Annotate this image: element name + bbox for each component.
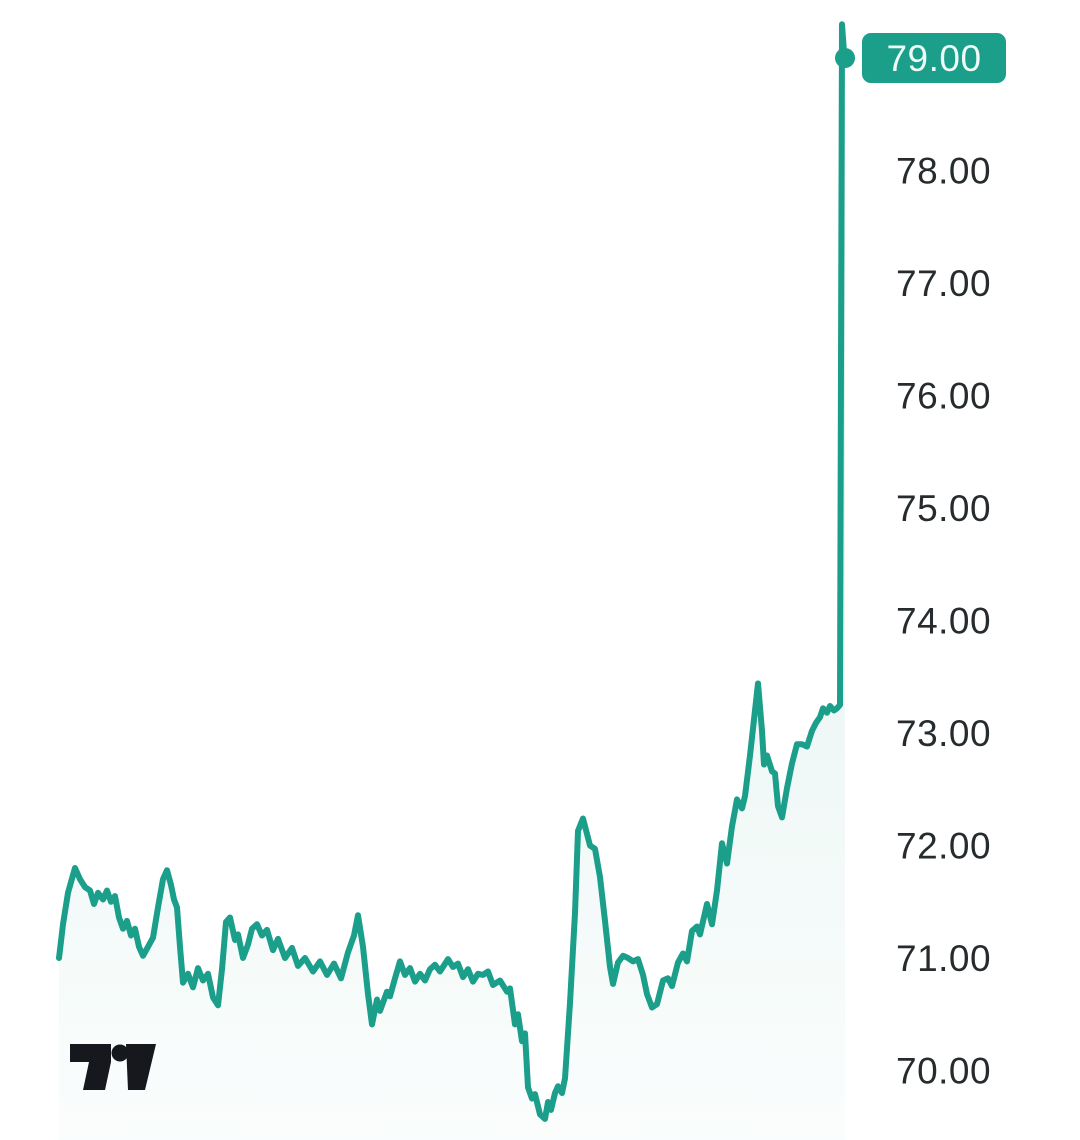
last-price-badge-label: 79.00 <box>886 38 981 79</box>
y-axis-price-scale[interactable]: 78.00 77.00 76.00 75.00 74.00 73.00 72.00 71.00… <box>896 151 991 1092</box>
tv-logo-slash <box>126 1044 156 1090</box>
y-axis-tick-label: 73.00 <box>896 713 991 754</box>
tradingview-logo-icon[interactable] <box>70 1044 156 1090</box>
y-axis-tick-label: 77.00 <box>896 263 991 304</box>
y-axis-tick-label: 75.00 <box>896 488 991 529</box>
y-axis-tick-label: 70.00 <box>896 1051 991 1092</box>
tv-logo-leg <box>83 1062 111 1090</box>
price-line <box>56 21 848 1122</box>
tv-logo-dot <box>111 1044 129 1062</box>
area-fill <box>59 24 845 1140</box>
y-axis-tick-label: 72.00 <box>896 826 991 867</box>
y-axis-tick-label: 78.00 <box>896 151 991 192</box>
last-price-badge: 79.00 <box>862 33 1006 83</box>
tv-logo-bar <box>70 1044 111 1062</box>
last-price-dot <box>835 48 855 68</box>
y-axis-tick-label: 74.00 <box>896 601 991 642</box>
y-axis-tick-label: 76.00 <box>896 376 991 417</box>
last-price-badge-rect <box>862 33 1006 83</box>
y-axis-tick-label: 71.00 <box>896 938 991 979</box>
